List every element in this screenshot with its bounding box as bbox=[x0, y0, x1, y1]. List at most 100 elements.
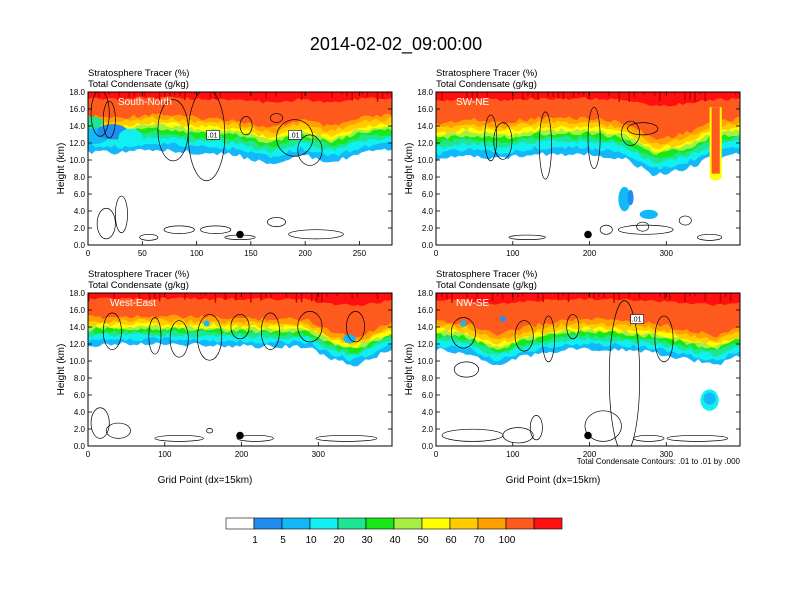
condensate-contour bbox=[276, 119, 314, 157]
top-streak bbox=[451, 293, 453, 303]
top-streak bbox=[512, 92, 514, 101]
top-streak bbox=[376, 293, 379, 300]
top-streak bbox=[376, 92, 379, 102]
top-streak bbox=[300, 92, 303, 101]
top-streak bbox=[143, 92, 146, 97]
condensate-contour bbox=[267, 217, 286, 227]
y-tick-label: 4.0 bbox=[422, 207, 434, 216]
top-streak bbox=[148, 293, 151, 302]
top-streak bbox=[522, 92, 524, 100]
top-streak bbox=[214, 293, 217, 303]
top-streak bbox=[638, 293, 641, 299]
y-axis-label: Height (km) bbox=[404, 344, 415, 396]
y-tick-label: 14.0 bbox=[417, 122, 433, 131]
x-tick-label: 200 bbox=[235, 450, 249, 459]
condensate-contour bbox=[346, 311, 365, 343]
top-streak bbox=[674, 92, 676, 95]
top-streak bbox=[326, 293, 328, 297]
condensate-contour bbox=[200, 225, 232, 234]
y-tick-label: 0.0 bbox=[74, 241, 86, 250]
top-streak bbox=[300, 293, 303, 303]
tracer-blob bbox=[639, 209, 658, 219]
colorbar-swatch bbox=[533, 517, 563, 530]
top-streak bbox=[593, 293, 595, 299]
y-tick-label: 18.0 bbox=[417, 88, 433, 97]
top-streak bbox=[577, 92, 580, 95]
top-streak bbox=[250, 293, 252, 303]
top-streak bbox=[164, 92, 166, 97]
y-tick-label: 10.0 bbox=[417, 357, 433, 366]
condensate-contour bbox=[90, 407, 110, 439]
x-axis-label: Grid Point (dx=15km) bbox=[506, 475, 601, 486]
colorbar-swatch bbox=[309, 517, 339, 530]
x-tick-label: 0 bbox=[434, 450, 439, 459]
x-tick-label: 200 bbox=[583, 450, 597, 459]
y-tick-label: 4.0 bbox=[422, 408, 434, 417]
top-streak bbox=[633, 92, 636, 98]
x-tick-label: 200 bbox=[298, 249, 312, 258]
top-streak bbox=[133, 92, 136, 97]
top-streak bbox=[628, 92, 630, 102]
top-streak bbox=[386, 92, 389, 95]
condensate-contour bbox=[621, 120, 641, 146]
figure-title: 2014-02-02_09:00:00 bbox=[310, 34, 482, 55]
colorbar-label: 5 bbox=[280, 535, 286, 546]
top-streak bbox=[582, 92, 585, 96]
colorbar: 1 5 10 20 30 40 50 60 70 100 bbox=[225, 517, 563, 546]
colorbar-label: 40 bbox=[389, 535, 401, 546]
top-streak bbox=[169, 92, 171, 97]
top-streak bbox=[158, 293, 161, 302]
variable-label: Stratosphere Tracer (%) bbox=[436, 68, 537, 79]
top-streak bbox=[441, 293, 443, 298]
colorbar-swatch bbox=[421, 517, 451, 530]
condensate-contour bbox=[599, 224, 613, 235]
condensate-contour bbox=[96, 207, 116, 240]
top-streak bbox=[285, 293, 288, 298]
variable-label: Total Condensate (g/kg) bbox=[88, 79, 189, 90]
condensate-contour bbox=[236, 434, 274, 442]
location-marker bbox=[236, 431, 244, 440]
top-streak bbox=[557, 293, 560, 301]
condensate-contour bbox=[102, 312, 122, 350]
condensate-contour bbox=[288, 229, 344, 240]
top-streak bbox=[275, 92, 277, 97]
top-streak bbox=[224, 293, 227, 300]
top-streak bbox=[643, 92, 646, 95]
top-streak bbox=[542, 293, 544, 302]
y-tick-label: 0.0 bbox=[422, 241, 434, 250]
top-streak bbox=[128, 92, 130, 98]
top-streak bbox=[684, 293, 686, 302]
condensate-contour bbox=[636, 221, 650, 232]
y-tick-label: 0.0 bbox=[422, 442, 434, 451]
top-streak bbox=[336, 293, 338, 296]
top-streak bbox=[658, 92, 661, 102]
top-streak bbox=[265, 293, 267, 297]
condensate-contour bbox=[633, 434, 665, 442]
top-streak bbox=[381, 92, 384, 99]
variable-label: Stratosphere Tracer (%) bbox=[436, 269, 537, 280]
x-tick-label: 100 bbox=[506, 450, 520, 459]
condensate-contour bbox=[514, 320, 534, 352]
x-axis-label: Grid Point (dx=15km) bbox=[158, 475, 253, 486]
top-streak bbox=[265, 92, 267, 99]
y-tick-label: 4.0 bbox=[74, 207, 86, 216]
condensate-contour bbox=[450, 317, 476, 349]
condensate-contour bbox=[502, 427, 534, 444]
contour-footnote: Total Condensate Contours: .01 to .01 by… bbox=[577, 457, 741, 466]
x-tick-label: 0 bbox=[86, 450, 91, 459]
top-streak bbox=[476, 92, 478, 100]
x-tick-label: 0 bbox=[434, 249, 439, 258]
y-tick-label: 16.0 bbox=[69, 306, 85, 315]
condensate-contour bbox=[187, 92, 226, 182]
panel-nw-se: Stratosphere Tracer (%) Total Condensate … bbox=[404, 269, 741, 486]
y-tick-label: 2.0 bbox=[422, 224, 434, 233]
y-tick-label: 8.0 bbox=[74, 374, 86, 383]
colorbar-label: 100 bbox=[499, 535, 516, 546]
condensate-contour bbox=[453, 361, 479, 378]
condensate-contour bbox=[154, 434, 204, 442]
x-tick-label: 200 bbox=[583, 249, 597, 258]
condensate-contour bbox=[206, 428, 213, 434]
top-streak bbox=[603, 293, 605, 298]
top-streak bbox=[669, 293, 671, 300]
condensate-contour bbox=[484, 114, 498, 162]
